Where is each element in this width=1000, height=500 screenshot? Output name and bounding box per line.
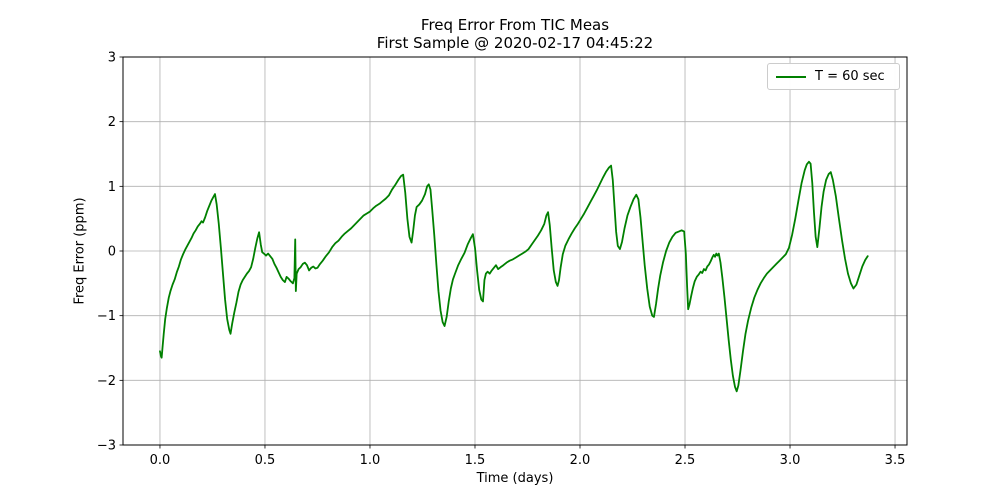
y-tick-label: 0 [108,245,116,260]
y-tick-label: 1 [108,180,116,195]
x-tick-label: 2.5 [675,453,696,468]
legend-label: T = 60 sec [815,69,885,84]
x-tick-label: 0.5 [255,453,276,468]
data-line-T-60-sec [159,160,869,393]
legend-line-sample [776,75,806,78]
x-tick-label: 1.0 [360,453,381,468]
x-tick-label: 2.0 [570,453,591,468]
y-tick-label: −1 [97,309,116,324]
y-tick-label: −2 [97,374,116,389]
y-axis-label: Freq Error (ppm) [72,197,88,305]
chart-title-line2: First Sample @ 2020-02-17 04:45:22 [376,34,654,52]
x-tick-label: 1.5 [465,453,486,468]
y-tick-label: 3 [108,51,116,66]
legend: T = 60 sec [767,63,900,90]
y-tick-label: 2 [108,115,116,130]
y-tick-label: −3 [97,439,116,454]
chart-title-line1: Freq Error From TIC Meas [420,16,610,34]
x-axis-label: Time (days) [476,471,554,486]
x-tick-label: 3.0 [780,453,801,468]
x-tick-label: 0.0 [150,453,171,468]
x-tick-label: 3.5 [885,453,906,468]
chart-title: Freq Error From TIC Meas First Sample @ … [123,16,907,52]
